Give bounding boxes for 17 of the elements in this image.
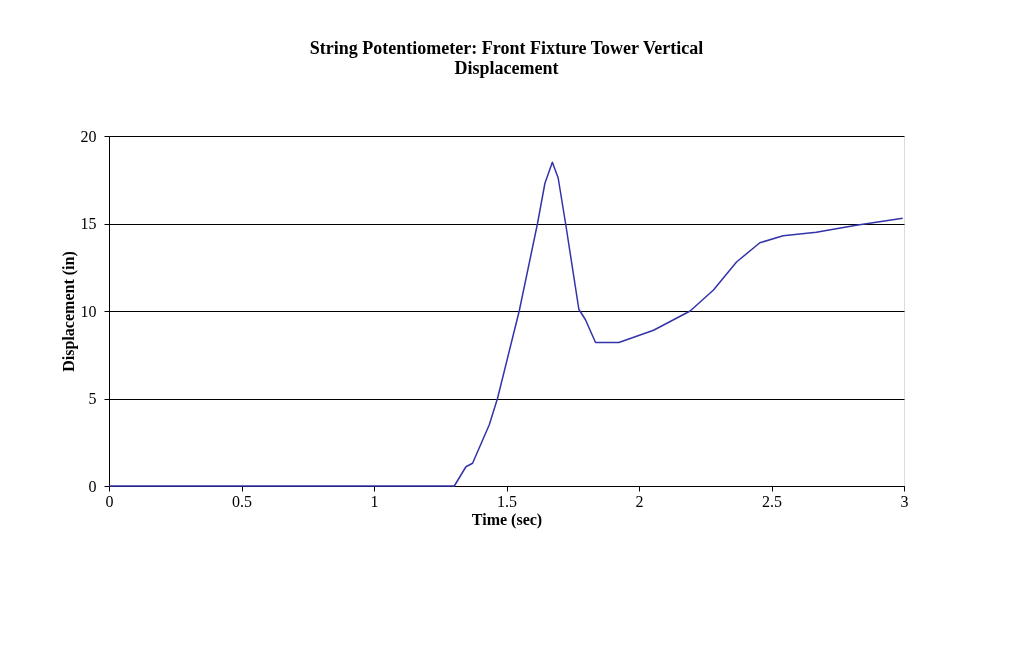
x-tick-label: 3: [900, 492, 909, 510]
x-tick-label: 2: [635, 492, 644, 510]
x-tick-label: 0: [105, 492, 114, 510]
y-tick-label: 5: [88, 390, 97, 407]
y-tick-label: 10: [80, 302, 97, 320]
x-tick-label: 2.5: [762, 492, 782, 510]
line-series: [108, 161, 904, 487]
x-axis-title: Time (sec): [471, 510, 543, 529]
x-tick-label: 1.5: [497, 492, 517, 510]
text: String Potentiometer: Front Fixture Tower Vertical: [309, 38, 704, 58]
x-tick-label: 0.5: [232, 492, 252, 510]
y-tick-label: 0: [88, 477, 97, 495]
y-tick-label: 15: [80, 215, 97, 232]
text: Displacement: [454, 58, 559, 78]
x-tick-label: 1: [370, 492, 379, 510]
y-axis-title: Displacement (in): [59, 251, 78, 372]
y-tick-label: 20: [80, 127, 97, 145]
